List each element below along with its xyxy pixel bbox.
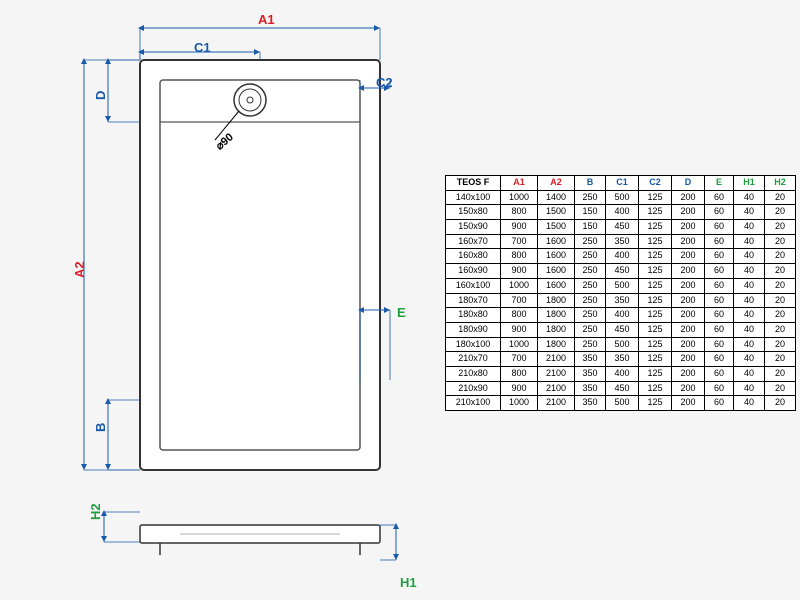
spec-table: TEOS FA1A2BC1C2DEH1H2140x100100014002505… [445, 175, 796, 411]
table-row: 180x707001800250350125200604020 [446, 293, 796, 308]
table-row: 210x10010002100350500125200604020 [446, 396, 796, 411]
table-row: 180x10010001800250500125200604020 [446, 337, 796, 352]
dim-label-C1: C1 [194, 40, 211, 55]
dim-label-A2: A2 [72, 261, 87, 278]
col-header: H2 [765, 176, 796, 191]
dim-label-A1: A1 [258, 12, 275, 27]
table-row: 210x808002100350400125200604020 [446, 366, 796, 381]
table-row: 160x808001600250400125200604020 [446, 249, 796, 264]
col-header: H1 [734, 176, 765, 191]
table-row: 210x909002100350450125200604020 [446, 381, 796, 396]
table-row: 160x10010001600250500125200604020 [446, 278, 796, 293]
col-header: A1 [501, 176, 538, 191]
table-row: 180x909001800250450125200604020 [446, 322, 796, 337]
col-header: C1 [606, 176, 639, 191]
table-row: 150x909001500150450125200604020 [446, 220, 796, 235]
col-header: A2 [538, 176, 575, 191]
table-row: 180x808001800250400125200604020 [446, 308, 796, 323]
col-header: E [705, 176, 734, 191]
dim-label-D: D [93, 91, 108, 100]
table-row: 160x707001600250350125200604020 [446, 234, 796, 249]
col-header: C2 [639, 176, 672, 191]
table-row: 140x10010001400250500125200604020 [446, 190, 796, 205]
table-row: 150x808001500150400125200604020 [446, 205, 796, 220]
dim-label-B: B [93, 423, 108, 432]
dim-label-H2: H2 [88, 503, 103, 520]
col-header: B [575, 176, 606, 191]
col-header: D [672, 176, 705, 191]
dim-label-C2: C2 [376, 75, 393, 90]
dim-label-E: E [397, 305, 406, 320]
col-header: TEOS F [446, 176, 501, 191]
dim-label-H1: H1 [400, 575, 417, 590]
table-row: 210x707002100350350125200604020 [446, 352, 796, 367]
table-row: 160x909001600250450125200604020 [446, 264, 796, 279]
